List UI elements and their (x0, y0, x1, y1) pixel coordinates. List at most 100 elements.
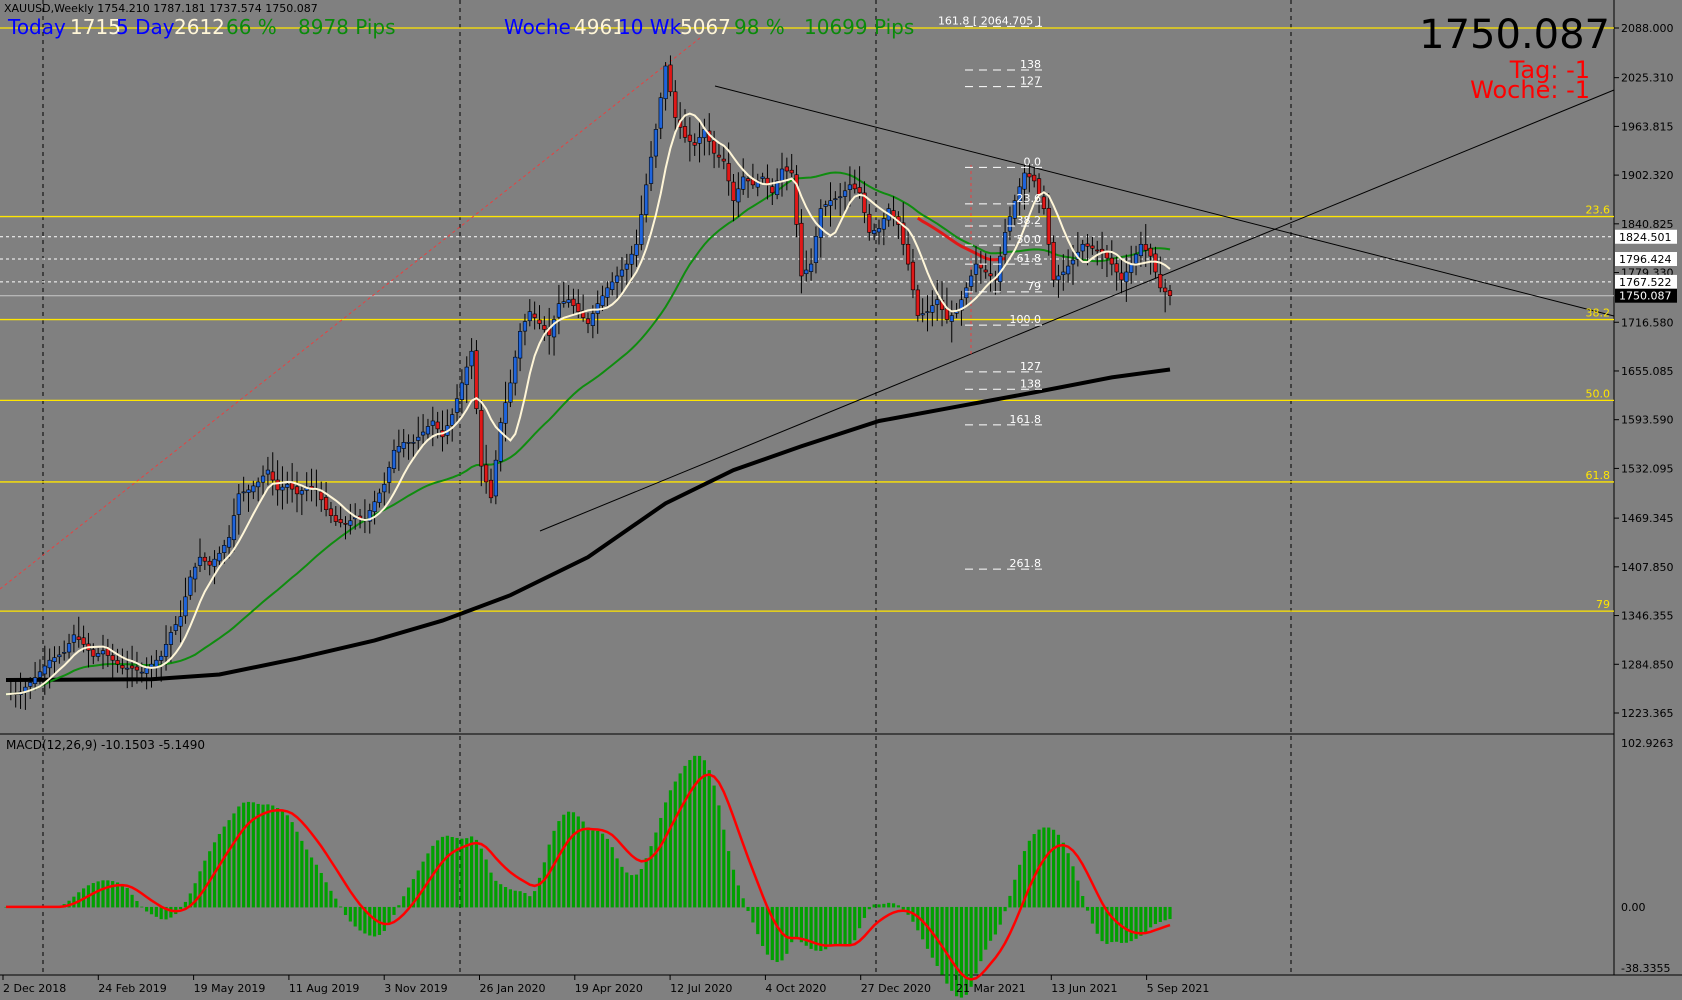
period-separators (42, 0, 1292, 975)
macd-bar (222, 826, 226, 908)
candle (731, 173, 736, 222)
macd-bar (1052, 829, 1056, 908)
ma-fast-line[interactable] (5, 112, 1171, 696)
macd-bar (765, 906, 770, 955)
macd-bar (232, 813, 236, 908)
candle (1051, 235, 1056, 288)
candle-body (1138, 243, 1143, 257)
time-tick-label: 11 Aug 2019 (289, 982, 359, 995)
fib-ext-level: 138 (965, 58, 1042, 71)
candle (794, 165, 799, 238)
candle-body (479, 410, 484, 467)
candle-body (382, 484, 387, 493)
macd-bar (891, 903, 896, 908)
macd-bar (644, 858, 648, 908)
candle (479, 399, 484, 487)
macd-bar (503, 887, 508, 908)
candle-body (799, 222, 804, 277)
candle (66, 633, 72, 659)
ma-slow-line[interactable] (5, 367, 1171, 682)
macd-bar (135, 901, 139, 908)
candle-body (692, 142, 697, 146)
candle-body (420, 431, 426, 436)
fib-ext-level: 50.0 (965, 233, 1042, 246)
price-tick-label: 1346.355 (1621, 610, 1674, 623)
candle-body (925, 311, 930, 313)
candle (1119, 256, 1124, 294)
ascending-trendline[interactable] (539, 89, 1615, 532)
fib-right-label: 38.2 (1586, 307, 1611, 320)
macd-bar (731, 869, 736, 908)
fib-retracement-lines[interactable] (0, 27, 1614, 612)
macd-bar (809, 906, 813, 949)
wk-pips: 10699 Pips (804, 15, 914, 39)
price-scale[interactable] (1614, 0, 1682, 1000)
wk-pct: 98 % (734, 15, 785, 39)
candle-body (265, 469, 271, 475)
candle (935, 279, 940, 322)
candle-body (527, 311, 532, 322)
macd-bar (654, 832, 658, 908)
macd-signal-line[interactable] (6, 773, 1171, 981)
candle-body (1114, 263, 1119, 273)
candle (493, 450, 498, 505)
fib-ext-level: 138 (965, 377, 1042, 390)
candle (270, 452, 275, 496)
candle (100, 634, 106, 670)
candle-body (716, 154, 722, 158)
fib-ext-label: 61.8 (1017, 252, 1042, 265)
macd-bar (955, 906, 959, 997)
candle (804, 250, 809, 282)
macd-bar (363, 906, 367, 934)
candle (605, 281, 610, 308)
candle-body (566, 299, 571, 303)
candle-body (464, 366, 469, 386)
candle-body (197, 556, 203, 566)
macd-bar (295, 831, 299, 908)
candle-body (256, 481, 261, 488)
candle-body (222, 545, 227, 553)
candle (1167, 284, 1173, 306)
candle-body (493, 459, 498, 497)
candlesticks[interactable] (8, 55, 1173, 710)
macd-bar (712, 785, 716, 908)
macd-bar (824, 906, 828, 950)
macd-bar (411, 879, 415, 908)
candle (299, 485, 304, 516)
candle-body (91, 649, 96, 657)
price-tick-label: 1902.320 (1621, 169, 1674, 182)
macd-bar (591, 830, 595, 908)
candle-body (1002, 232, 1008, 255)
time-tick-label: 27 Dec 2020 (861, 982, 931, 995)
red-dotted-trendline[interactable] (0, 37, 701, 590)
trendlines[interactable] (0, 37, 1615, 590)
price-tag-label: 1796.424 (1619, 253, 1672, 266)
candle-body (1133, 253, 1139, 264)
macd-bar (1115, 906, 1119, 942)
woche-label: Woche (504, 15, 571, 39)
macd-bar (630, 875, 634, 908)
candle-body (779, 168, 785, 181)
macd-bar (751, 906, 755, 923)
candle (28, 677, 33, 700)
macd-bar (237, 806, 241, 908)
candle-body (377, 492, 382, 503)
candle-body (28, 682, 33, 687)
candle (949, 300, 954, 343)
fib-right-label: 23.6 (1586, 204, 1611, 217)
candle-body (57, 654, 62, 658)
descending-trendline[interactable] (714, 85, 1615, 317)
macd-bar (945, 906, 949, 984)
macd-bar (848, 906, 852, 947)
candle (430, 406, 435, 447)
macd-bar (877, 904, 881, 908)
macd-histogram[interactable] (4, 755, 1172, 998)
macd-bar (460, 838, 464, 908)
time-tick-label: 26 Jan 2020 (480, 982, 546, 995)
candle-body (687, 134, 692, 142)
macd-bar (193, 883, 197, 908)
candle-body (614, 275, 620, 283)
candle-body (391, 449, 397, 469)
macd-bar (387, 906, 391, 925)
